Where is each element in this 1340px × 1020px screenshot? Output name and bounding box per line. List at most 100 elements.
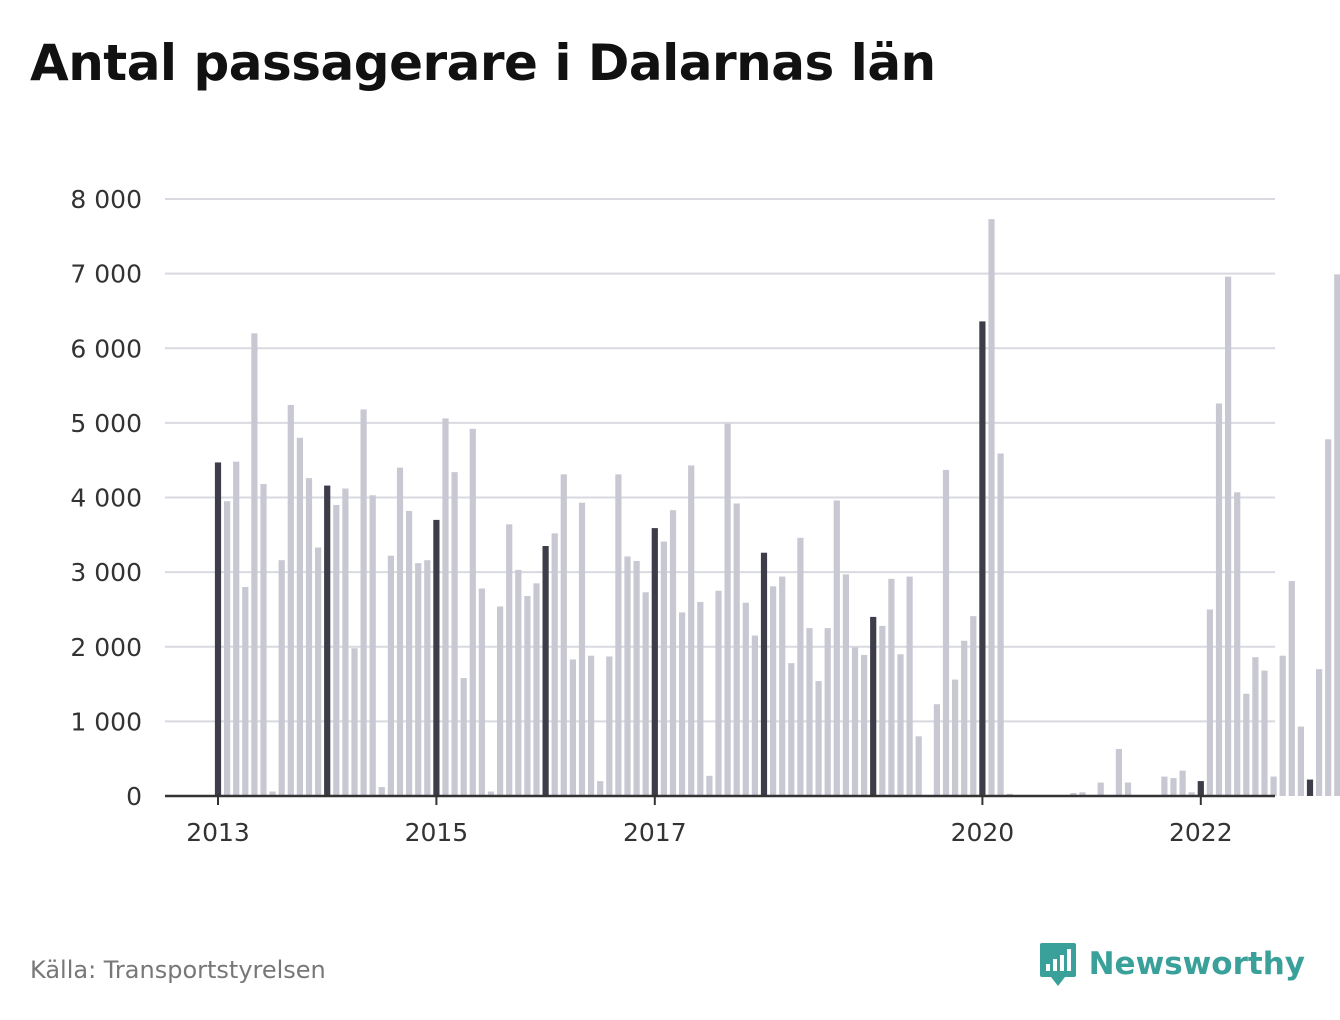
chart-title: Antal passagerare i Dalarnas län (30, 34, 936, 92)
x-tick-label: 2015 (405, 818, 469, 847)
bar (724, 423, 731, 796)
bar (442, 418, 449, 796)
newsworthy-logo: Newsworthy (1039, 940, 1305, 988)
bar (788, 663, 795, 796)
bar (1215, 403, 1223, 796)
bar (1316, 669, 1323, 796)
y-tick-label: 6 000 (70, 334, 142, 363)
bar (997, 453, 1004, 796)
bar (815, 681, 822, 796)
bar (1206, 609, 1213, 796)
bar (779, 576, 786, 796)
bar (642, 592, 649, 796)
bar-january (542, 546, 549, 796)
x-tick-label: 2022 (1169, 818, 1233, 847)
bar (942, 469, 950, 796)
bar (597, 781, 604, 796)
bar (688, 465, 695, 796)
bar (1297, 726, 1304, 796)
y-tick-label: 3 000 (70, 558, 142, 587)
bar (351, 648, 358, 796)
bar (551, 533, 558, 796)
bar (560, 474, 567, 796)
bar (751, 635, 758, 796)
y-tick-label: 8 000 (70, 185, 142, 214)
bar (506, 524, 513, 796)
bar (933, 704, 940, 796)
bar (679, 612, 686, 796)
bar (669, 510, 677, 796)
bar (824, 628, 831, 796)
bar (733, 503, 740, 796)
source-note: Källa: Transportstyrelsen (30, 956, 326, 984)
y-tick-label: 0 (126, 782, 142, 811)
bar-january (979, 321, 986, 796)
bar (970, 616, 977, 796)
bar (1179, 770, 1186, 796)
bar (578, 502, 586, 796)
bar (406, 510, 413, 796)
bar (952, 679, 959, 796)
bar (1188, 792, 1195, 796)
bar (833, 500, 840, 796)
bar (615, 474, 622, 796)
bar-january (1197, 781, 1204, 796)
bar (697, 601, 704, 796)
bar (1161, 776, 1168, 796)
bar (378, 787, 385, 796)
bar (333, 504, 340, 796)
bar (1225, 276, 1232, 796)
bar (342, 488, 349, 796)
bar (742, 602, 749, 796)
bar (715, 590, 722, 796)
y-tick-label: 4 000 (70, 484, 142, 513)
bar (451, 472, 458, 796)
bar (569, 659, 576, 796)
bar (360, 409, 367, 796)
bar (487, 791, 495, 796)
bar (387, 555, 394, 796)
bar (660, 541, 667, 796)
bar (315, 547, 322, 796)
bar-january (651, 528, 658, 796)
bar (1079, 792, 1086, 796)
bar (260, 484, 267, 796)
bar (396, 467, 404, 796)
y-axis-tick-labels: 0 1 000 2 000 3 000 4 000 5 000 6 000 7 000 8 00… (70, 185, 142, 811)
bar (478, 588, 485, 796)
bar (961, 640, 968, 796)
bar (888, 578, 895, 796)
bar (369, 495, 376, 796)
bar (588, 655, 595, 796)
bar-january (760, 552, 768, 796)
bar (1252, 657, 1259, 796)
bar (915, 736, 922, 796)
bar (806, 628, 813, 796)
bar (269, 791, 276, 796)
x-tick-label: 2017 (623, 818, 687, 847)
bar-chart: 0 1 000 2 000 3 000 4 000 5 000 6 000 7 000 8 00… (70, 185, 1340, 847)
bars (214, 219, 1340, 796)
bar (1288, 581, 1295, 796)
bar (305, 478, 313, 796)
bar (1097, 782, 1104, 796)
y-tick-label: 5 000 (70, 409, 142, 438)
bar (287, 404, 294, 796)
bar-january (433, 519, 440, 796)
bar (533, 583, 540, 796)
bar (251, 333, 258, 796)
y-tick-label: 7 000 (70, 260, 142, 289)
bar (624, 556, 631, 796)
bar (988, 219, 995, 796)
x-axis-ticks: 201320152017202020222024 (186, 796, 1233, 847)
bar (851, 647, 859, 796)
brand-name: Newsworthy (1088, 946, 1305, 982)
bar-january (870, 616, 877, 796)
bar (1234, 492, 1241, 796)
bar (897, 654, 904, 796)
bar (1070, 793, 1077, 796)
bar (233, 461, 240, 796)
y-tick-label: 1 000 (70, 707, 142, 736)
bar (1325, 439, 1332, 796)
bar (278, 560, 285, 796)
